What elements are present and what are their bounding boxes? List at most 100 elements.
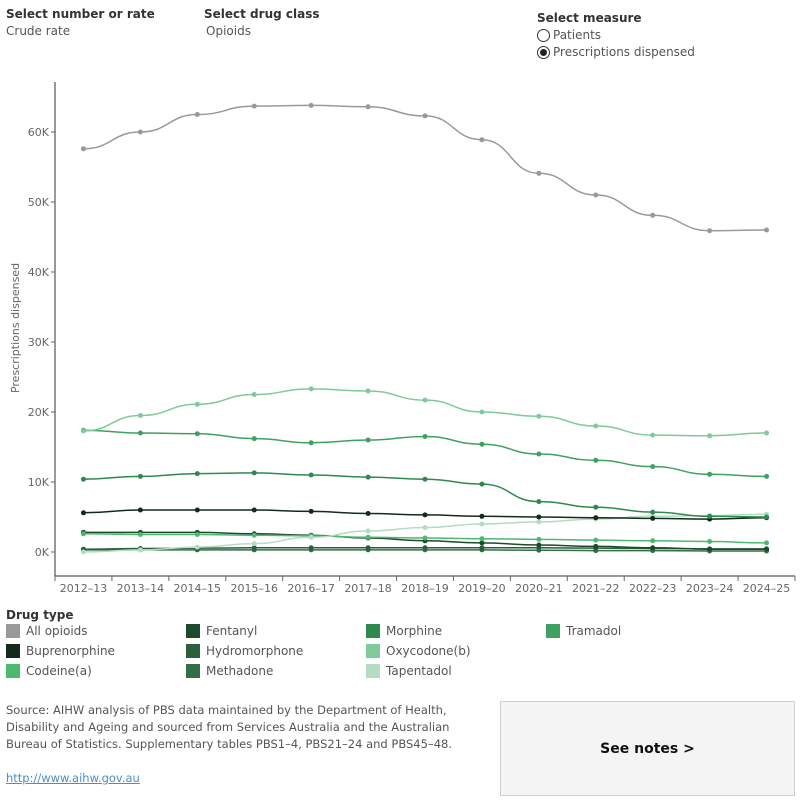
data-point[interactable] bbox=[422, 476, 428, 482]
data-point[interactable] bbox=[365, 528, 371, 534]
data-point[interactable] bbox=[251, 436, 257, 442]
data-point[interactable] bbox=[764, 546, 770, 552]
legend-item[interactable]: Morphine bbox=[366, 624, 442, 638]
data-point[interactable] bbox=[80, 428, 86, 434]
data-point[interactable] bbox=[308, 102, 314, 108]
data-point[interactable] bbox=[137, 532, 143, 537]
data-point[interactable] bbox=[80, 549, 86, 555]
data-point[interactable] bbox=[479, 545, 485, 551]
data-point[interactable] bbox=[707, 471, 713, 477]
data-point[interactable] bbox=[422, 525, 428, 530]
data-point[interactable] bbox=[308, 508, 314, 514]
see-notes-button[interactable]: See notes > bbox=[500, 701, 795, 796]
legend-item[interactable]: Codeine(a) bbox=[6, 664, 92, 678]
data-point[interactable] bbox=[80, 476, 86, 482]
data-point[interactable] bbox=[308, 534, 314, 540]
data-point[interactable] bbox=[479, 481, 485, 487]
data-point[interactable] bbox=[536, 514, 542, 520]
legend-item[interactable]: Oxycodone(b) bbox=[366, 644, 471, 658]
data-point[interactable] bbox=[251, 545, 257, 551]
data-point[interactable] bbox=[593, 537, 599, 543]
series-all-opioids[interactable] bbox=[80, 102, 770, 234]
data-point[interactable] bbox=[80, 510, 86, 516]
data-point[interactable] bbox=[650, 538, 656, 544]
data-point[interactable] bbox=[308, 386, 314, 392]
data-point[interactable] bbox=[536, 536, 542, 542]
aihw-link[interactable]: http://www.aihw.gov.au bbox=[6, 771, 140, 785]
data-point[interactable] bbox=[479, 441, 485, 447]
data-point[interactable] bbox=[536, 170, 542, 176]
data-point[interactable] bbox=[479, 521, 485, 527]
data-point[interactable] bbox=[137, 547, 143, 553]
legend-item[interactable]: Fentanyl bbox=[186, 624, 257, 638]
series-morphine[interactable] bbox=[80, 470, 770, 520]
legend-item[interactable]: Tramadol bbox=[546, 624, 621, 638]
legend-item[interactable]: Hydromorphone bbox=[186, 644, 303, 658]
data-point[interactable] bbox=[707, 539, 713, 544]
data-point[interactable] bbox=[536, 451, 542, 457]
data-point[interactable] bbox=[422, 434, 428, 439]
data-point[interactable] bbox=[137, 129, 143, 135]
data-point[interactable] bbox=[308, 440, 314, 446]
data-point[interactable] bbox=[194, 544, 200, 550]
radio-prescriptions[interactable] bbox=[537, 45, 550, 59]
data-point[interactable] bbox=[194, 471, 200, 477]
number-or-rate-select[interactable]: Crude rate bbox=[6, 24, 71, 38]
legend-item[interactable]: Tapentadol bbox=[366, 664, 452, 678]
data-point[interactable] bbox=[593, 192, 599, 198]
legend-item[interactable]: Buprenorphine bbox=[6, 644, 115, 658]
data-point[interactable] bbox=[650, 212, 656, 218]
data-point[interactable] bbox=[422, 545, 428, 551]
data-point[interactable] bbox=[137, 507, 143, 513]
data-point[interactable] bbox=[593, 515, 599, 521]
data-point[interactable] bbox=[536, 519, 542, 525]
data-point[interactable] bbox=[593, 423, 599, 429]
data-point[interactable] bbox=[764, 514, 770, 520]
data-point[interactable] bbox=[365, 104, 371, 110]
data-point[interactable] bbox=[707, 513, 713, 519]
data-point[interactable] bbox=[308, 472, 314, 478]
data-point[interactable] bbox=[194, 431, 200, 437]
data-point[interactable] bbox=[593, 504, 599, 510]
data-point[interactable] bbox=[707, 546, 713, 552]
data-point[interactable] bbox=[764, 227, 770, 233]
data-point[interactable] bbox=[137, 473, 143, 479]
data-point[interactable] bbox=[251, 392, 257, 397]
data-point[interactable] bbox=[137, 413, 143, 418]
data-point[interactable] bbox=[80, 531, 86, 537]
data-point[interactable] bbox=[251, 532, 257, 538]
data-point[interactable] bbox=[194, 507, 200, 513]
data-point[interactable] bbox=[593, 457, 599, 463]
data-point[interactable] bbox=[365, 388, 371, 394]
series-oxycodone-b[interactable] bbox=[80, 386, 770, 439]
data-point[interactable] bbox=[764, 473, 770, 479]
data-point[interactable] bbox=[194, 532, 200, 537]
data-point[interactable] bbox=[650, 464, 656, 470]
data-point[interactable] bbox=[479, 409, 485, 415]
data-point[interactable] bbox=[365, 474, 371, 480]
data-point[interactable] bbox=[764, 430, 770, 436]
data-point[interactable] bbox=[422, 535, 428, 541]
data-point[interactable] bbox=[707, 433, 713, 439]
data-point[interactable] bbox=[650, 545, 656, 551]
data-point[interactable] bbox=[422, 113, 428, 119]
data-point[interactable] bbox=[650, 515, 656, 521]
data-point[interactable] bbox=[479, 540, 485, 546]
data-point[interactable] bbox=[593, 543, 599, 549]
data-point[interactable] bbox=[251, 470, 257, 476]
data-point[interactable] bbox=[536, 413, 542, 419]
data-point[interactable] bbox=[707, 228, 713, 234]
data-point[interactable] bbox=[764, 540, 770, 546]
measure-option-patients[interactable]: Patients bbox=[537, 28, 601, 42]
data-point[interactable] bbox=[365, 534, 371, 540]
data-point[interactable] bbox=[365, 545, 371, 551]
data-point[interactable] bbox=[194, 401, 200, 407]
data-point[interactable] bbox=[365, 437, 371, 443]
data-point[interactable] bbox=[308, 545, 314, 551]
legend-item[interactable]: Methadone bbox=[186, 664, 273, 678]
data-point[interactable] bbox=[422, 512, 428, 518]
data-point[interactable] bbox=[479, 513, 485, 519]
data-point[interactable] bbox=[137, 430, 143, 436]
data-point[interactable] bbox=[251, 103, 257, 109]
legend-item[interactable]: All opioids bbox=[6, 624, 88, 638]
